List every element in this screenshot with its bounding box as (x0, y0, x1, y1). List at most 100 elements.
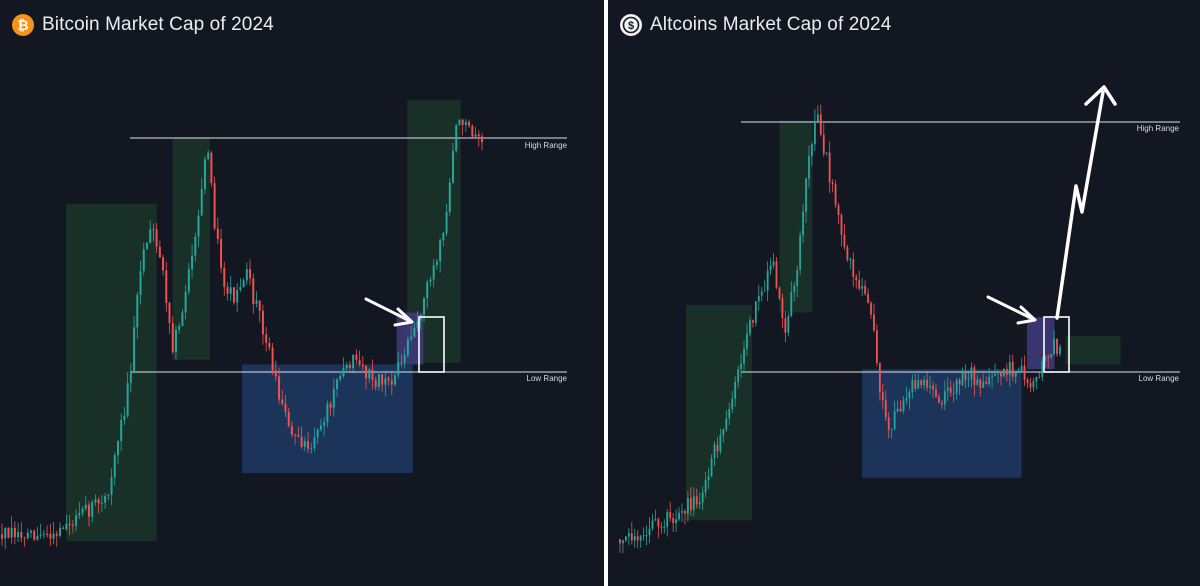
candle (458, 119, 461, 126)
candle (624, 535, 627, 543)
candle (964, 364, 967, 388)
candle (23, 536, 26, 547)
candle (713, 440, 716, 467)
candle (938, 393, 940, 404)
candle (49, 523, 52, 546)
candle (1, 523, 3, 546)
panel-title: Altcoins Market Cap of 2024 (650, 14, 892, 35)
candle (666, 509, 669, 537)
candle (355, 349, 358, 365)
candle (763, 279, 766, 292)
candle (181, 308, 184, 327)
candle (339, 371, 342, 382)
candle (846, 244, 849, 262)
candle (242, 277, 245, 288)
candle (104, 492, 107, 510)
candle (207, 149, 210, 161)
candle (1053, 330, 1056, 356)
candle (1038, 372, 1041, 379)
candle (654, 509, 657, 522)
candle (319, 418, 322, 432)
candle (642, 527, 645, 541)
candle (4, 527, 7, 549)
candle (423, 296, 426, 323)
candle (13, 521, 16, 545)
candle (630, 521, 633, 545)
candle (149, 220, 152, 244)
candle (831, 178, 834, 193)
candle (929, 375, 931, 395)
candle (323, 416, 326, 437)
candle (689, 487, 692, 516)
candle (210, 151, 213, 187)
candle (1000, 370, 1002, 386)
candle (645, 525, 648, 546)
candle (342, 357, 345, 379)
candle (805, 177, 807, 223)
candle (110, 468, 113, 506)
candle (669, 501, 672, 522)
candle (316, 428, 319, 444)
candle (26, 528, 29, 541)
candle (861, 277, 864, 297)
breakout-zone (1027, 317, 1055, 370)
candle (793, 281, 796, 302)
candle (236, 283, 239, 313)
candle (890, 428, 893, 439)
candle (448, 178, 451, 216)
candle (126, 372, 129, 418)
candle (390, 370, 393, 395)
candle (1002, 368, 1005, 378)
candle (813, 109, 816, 152)
candle (78, 501, 81, 520)
candle (976, 374, 979, 387)
candle (743, 340, 745, 374)
candle (657, 517, 660, 539)
candle (678, 507, 680, 522)
candle (893, 400, 896, 431)
breakout-highlight-box (418, 316, 445, 373)
candle (911, 374, 914, 399)
candle (171, 316, 174, 355)
bitcoin-icon: ₿ (12, 14, 34, 36)
candle (400, 354, 403, 367)
candle (36, 526, 39, 541)
candle (825, 152, 828, 156)
candle (684, 509, 686, 525)
candle (381, 373, 384, 392)
candle (749, 316, 751, 337)
candle (816, 105, 819, 123)
candle (432, 259, 435, 288)
candle (994, 363, 996, 376)
candle (281, 389, 284, 406)
impulse-zone (1065, 336, 1121, 365)
candle (790, 281, 793, 318)
candle (371, 359, 374, 390)
candle (413, 322, 416, 338)
candle (920, 378, 923, 389)
altcoins-market-cap-chart: High Range Low Range (619, 85, 1180, 554)
candle (129, 363, 132, 393)
candle (290, 420, 293, 438)
candle (722, 428, 725, 443)
candle (216, 217, 219, 245)
candle (94, 494, 97, 507)
candle (710, 454, 713, 478)
candle (200, 178, 203, 216)
candle (439, 238, 442, 273)
candle (174, 325, 177, 360)
candle (870, 301, 872, 319)
candle (265, 326, 268, 352)
candle (687, 491, 689, 522)
candle (905, 386, 908, 405)
candle (442, 231, 445, 247)
candle (358, 350, 361, 367)
candle (33, 529, 36, 542)
candle (991, 372, 993, 389)
annotation-arrow (986, 295, 1037, 325)
candle (1056, 338, 1058, 357)
candle (778, 286, 781, 301)
candle (899, 400, 902, 413)
candle (796, 265, 799, 298)
candle (468, 119, 471, 129)
